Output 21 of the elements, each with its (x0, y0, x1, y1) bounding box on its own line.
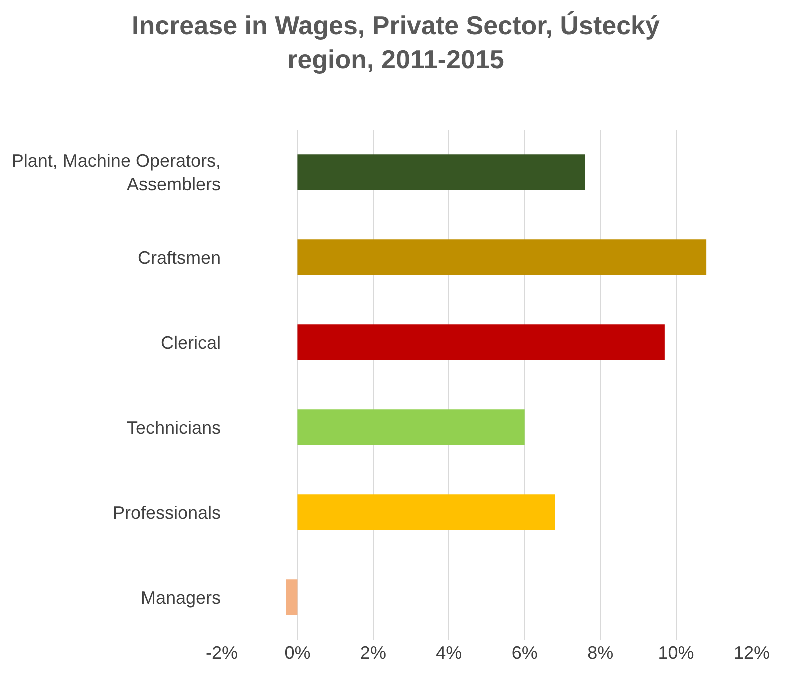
y-tick-label: Plant, Machine Operators, Assemblers (12, 151, 221, 194)
x-tick-label: 10% (658, 643, 694, 663)
bar (298, 324, 665, 360)
bar (298, 410, 525, 446)
x-tick-label: 0% (284, 643, 311, 663)
x-tick-label: 12% (734, 643, 770, 663)
bar (298, 494, 556, 530)
y-tick-label: Professionals (112, 502, 221, 523)
y-tick-label: Clerical (160, 332, 221, 353)
x-tick-label: 4% (436, 643, 462, 663)
chart-title: Increase in Wages, Private Sector, Ústecký region, 2011-2015 (132, 10, 661, 74)
y-tick-label: Craftsmen (138, 248, 221, 268)
x-tick-label: 2% (360, 643, 386, 663)
y-tick-label: Managers (140, 588, 221, 608)
bar (298, 240, 707, 276)
y-tick-label: Technicians (126, 418, 221, 438)
x-tick-label: 8% (588, 643, 614, 663)
x-tick-label: 6% (512, 643, 538, 663)
bar (286, 580, 298, 616)
x-tick-label: -2% (206, 643, 238, 663)
bar (298, 154, 586, 190)
